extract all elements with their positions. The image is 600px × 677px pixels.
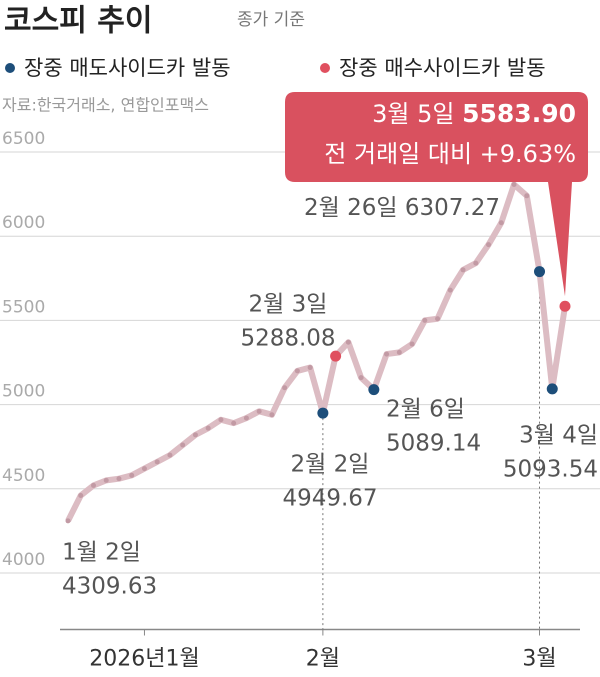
- sidecar-marker: [317, 407, 329, 419]
- y-tick-label: 6500: [2, 129, 45, 149]
- date-label: 2월 6일: [386, 397, 465, 423]
- point: [409, 341, 415, 347]
- date-label: 2월 3일: [249, 292, 328, 318]
- value-label: 4949.67: [282, 486, 377, 512]
- sidecar-marker: [559, 300, 571, 312]
- source: 자료:한국거래소, 연합인포맥스: [2, 96, 209, 115]
- value-label: 5583.90: [462, 99, 576, 128]
- legend-marker: [320, 63, 330, 73]
- point: [511, 181, 517, 187]
- point: [269, 412, 275, 418]
- y-tick-label: 6000: [2, 213, 45, 233]
- date-label: 3월 5일: [372, 100, 454, 128]
- point: [447, 287, 453, 293]
- point: [129, 472, 135, 478]
- y-tick-label: 5000: [2, 382, 45, 402]
- subtitle: 종가 기준: [237, 10, 305, 30]
- value-label: 5093.54: [503, 457, 598, 483]
- point: [486, 242, 492, 248]
- point: [141, 466, 147, 472]
- point: [231, 420, 237, 426]
- sidecar-marker: [534, 266, 546, 278]
- point: [358, 375, 364, 381]
- point: [498, 220, 504, 226]
- point: [422, 317, 428, 323]
- point: [307, 365, 313, 371]
- value-label: 6307.27: [405, 195, 500, 221]
- date-label: 2월 26일: [304, 195, 398, 221]
- sidecar-marker: [546, 383, 558, 395]
- point: [384, 351, 390, 357]
- point: [90, 482, 96, 488]
- point: [473, 260, 479, 266]
- point: [460, 267, 466, 273]
- value-label: 4309.63: [62, 574, 157, 600]
- point: [256, 408, 262, 414]
- legend-label: 장중 매수사이드카 발동: [339, 56, 546, 80]
- point: [154, 459, 160, 465]
- point: [294, 368, 300, 374]
- point: [396, 349, 402, 355]
- y-tick-label: 5500: [2, 297, 45, 317]
- point: [435, 316, 441, 322]
- y-tick-label: 4500: [2, 466, 45, 486]
- callout-box: [285, 92, 588, 297]
- point: [218, 417, 224, 423]
- point: [65, 518, 71, 524]
- date-label: 2월 2일: [291, 452, 370, 478]
- line: [65, 181, 568, 523]
- x-tick-label: 3월: [522, 647, 556, 672]
- point: [192, 432, 198, 438]
- x-tick-label: 2월: [306, 647, 340, 672]
- date-label: 3월 4일: [519, 423, 598, 449]
- annotation: 2월 26일 6307.27: [304, 195, 500, 221]
- value-label: 5288.08: [240, 326, 335, 352]
- callout-title: 3월 5일 5583.90: [372, 99, 576, 128]
- point: [524, 193, 530, 199]
- point: [205, 425, 211, 431]
- value-label: 5089.14: [386, 431, 481, 457]
- point: [243, 415, 249, 421]
- y-tick-label: 4000: [2, 550, 45, 570]
- point: [78, 493, 84, 499]
- point: [116, 476, 122, 482]
- point: [345, 339, 351, 345]
- sidecar-marker: [368, 384, 380, 396]
- legend-label: 장중 매도사이드카 발동: [24, 56, 231, 80]
- x-tick-label: 2026년1월: [89, 647, 199, 672]
- date-label: 1월 2일: [62, 540, 141, 566]
- point: [103, 477, 109, 483]
- point: [167, 452, 173, 458]
- callout-note: 전 거래일 대비 +9.63%: [324, 140, 576, 168]
- chart-title: 코스피 추이: [4, 4, 152, 39]
- point: [282, 385, 288, 391]
- point: [180, 442, 186, 448]
- sidecar-marker: [330, 350, 342, 362]
- legend-marker: [5, 63, 15, 73]
